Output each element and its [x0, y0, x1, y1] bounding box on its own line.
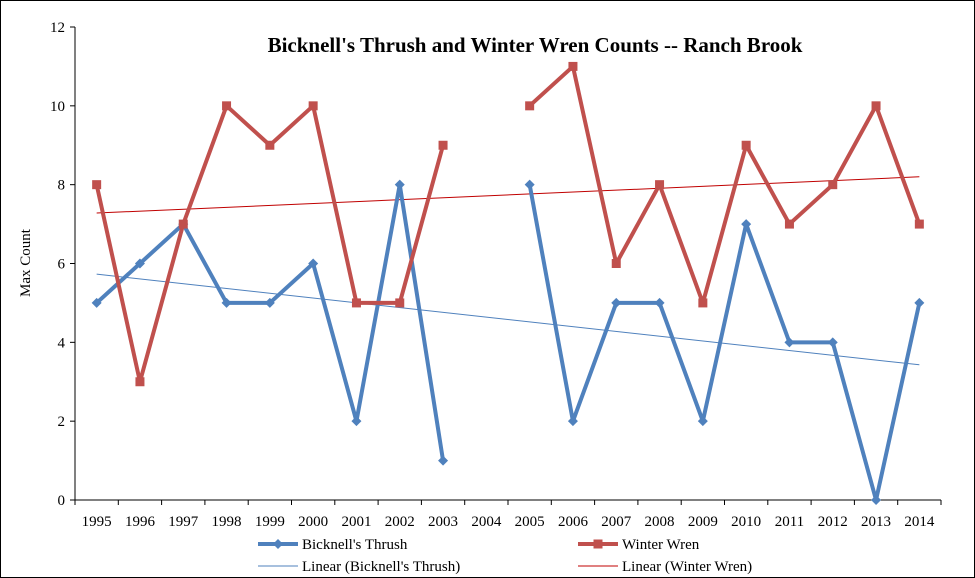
- y-tick-label: 0: [58, 493, 66, 509]
- data-point: [438, 140, 448, 150]
- x-tick-label: 2010: [731, 514, 761, 530]
- x-tick-label: 2013: [861, 514, 891, 530]
- data-point: [741, 219, 752, 230]
- data-point: [871, 101, 881, 111]
- legend: Bicknell's Thrush Winter Wren Linear (Bick…: [258, 537, 752, 575]
- data-point: [698, 298, 708, 308]
- legend-label: Winter Wren: [622, 537, 700, 553]
- x-tick-label: 2000: [298, 514, 328, 530]
- data-point: [134, 258, 145, 269]
- data-point: [697, 416, 708, 427]
- data-point: [871, 495, 882, 505]
- x-tick-label: 2001: [341, 514, 371, 530]
- y-tick-label: 10: [50, 99, 65, 115]
- series-line: [95, 182, 446, 461]
- trendline: [96, 273, 920, 366]
- data-point: [655, 180, 665, 190]
- legend-label: Bicknell's Thrush: [302, 537, 408, 553]
- x-tick-label: 2002: [385, 514, 415, 530]
- data-point: [654, 297, 665, 308]
- series-0: [91, 179, 925, 505]
- y-tick-label: 12: [50, 20, 65, 36]
- y-tick-label: 2: [58, 414, 66, 430]
- data-point: [91, 297, 102, 308]
- data-point: [741, 140, 751, 150]
- data-point: [265, 140, 275, 150]
- data-point: [135, 377, 145, 387]
- x-tick-label: 2008: [645, 514, 675, 530]
- series-1: [92, 61, 924, 387]
- x-tick-label: 2007: [601, 514, 632, 530]
- legend-marker: [273, 539, 283, 549]
- data-point: [178, 219, 188, 229]
- y-axis: 0 2 4 6 8 10 12: [50, 20, 76, 509]
- data-point: [611, 297, 622, 308]
- data-point: [222, 101, 232, 111]
- series-line: [528, 64, 922, 305]
- data-point: [784, 337, 795, 348]
- data-point: [827, 337, 838, 348]
- x-axis: 1995 1996 1997 1998 1999 2000 2001 2002 2003 2004…: [74, 499, 942, 530]
- x-tick-label: 2005: [515, 514, 545, 530]
- x-tick-label: 2006: [558, 514, 589, 530]
- data-point: [611, 259, 621, 268]
- data-point: [351, 416, 362, 427]
- data-point: [524, 179, 535, 190]
- x-tick-label: 2003: [428, 514, 458, 530]
- data-point: [308, 101, 318, 111]
- x-tick-label: 1995: [82, 514, 112, 530]
- data-point: [568, 61, 578, 71]
- y-tick-label: 8: [58, 178, 66, 194]
- trendline: [96, 176, 920, 214]
- data-point: [308, 258, 319, 269]
- data-point: [828, 180, 838, 190]
- x-tick-label: 2004: [471, 514, 502, 530]
- data-point: [525, 101, 535, 111]
- y-axis-label: Max Count: [18, 228, 34, 297]
- chart-title: Bicknell's Thrush and Winter Wren Counts…: [268, 33, 803, 57]
- x-tick-label: 1997: [168, 514, 199, 530]
- data-point: [394, 179, 405, 190]
- series-group: [91, 61, 925, 505]
- x-tick-label: 1999: [255, 514, 285, 530]
- data-point: [92, 180, 102, 190]
- legend-label: Linear (Winter Wren): [622, 559, 752, 575]
- y-tick-label: 4: [58, 335, 66, 351]
- data-point: [784, 219, 794, 229]
- x-tick-label: 2012: [818, 514, 848, 530]
- x-tick-label: 2009: [688, 514, 718, 530]
- y-tick-label: 6: [58, 257, 66, 273]
- data-point: [264, 297, 275, 308]
- legend-label: Linear (Bicknell's Thrush): [302, 559, 460, 575]
- data-point: [914, 297, 925, 308]
- x-tick-label: 2014: [904, 514, 935, 530]
- data-point: [914, 219, 924, 229]
- data-point: [351, 298, 361, 308]
- series-line: [527, 184, 922, 502]
- x-tick-label: 1996: [125, 514, 156, 530]
- data-point: [395, 298, 405, 308]
- trendlines: [96, 176, 920, 366]
- legend-marker: [593, 539, 603, 549]
- data-point: [221, 297, 232, 308]
- x-tick-label: 1998: [212, 514, 242, 530]
- x-tick-label: 2011: [775, 514, 804, 530]
- data-point: [438, 455, 449, 466]
- data-point: [567, 416, 578, 427]
